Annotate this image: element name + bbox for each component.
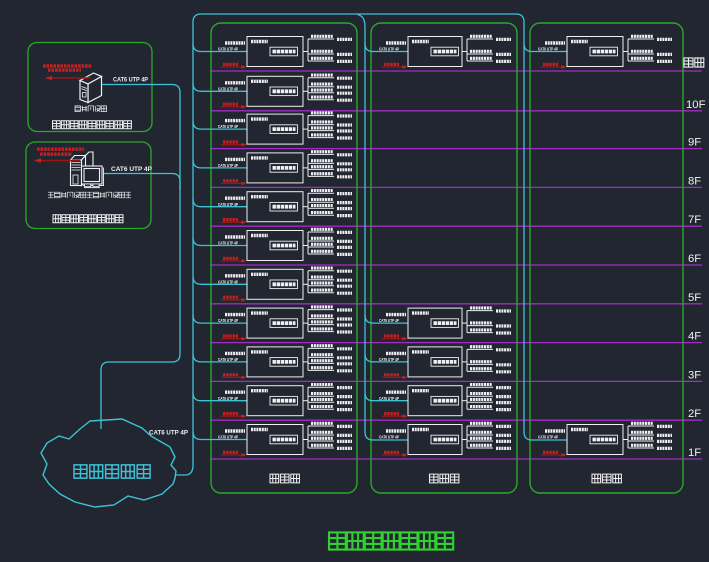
svg-text:CAT6 UTP 4P: CAT6 UTP 4P bbox=[379, 47, 399, 52]
svg-text:9F: 9F bbox=[688, 137, 701, 149]
svg-text:5F: 5F bbox=[688, 292, 701, 304]
svg-text:CAT6 UTP 4P: CAT6 UTP 4P bbox=[218, 435, 238, 440]
svg-text:CAT6 UTP 4P: CAT6 UTP 4P bbox=[218, 396, 238, 401]
svg-text:CAT6 UTP 4P: CAT6 UTP 4P bbox=[218, 124, 238, 129]
svg-text:CAT6 UTP 4P: CAT6 UTP 4P bbox=[218, 202, 238, 207]
svg-text:6F: 6F bbox=[688, 253, 701, 265]
svg-text:1F: 1F bbox=[688, 447, 701, 459]
svg-text:CAT6 UTP 4P: CAT6 UTP 4P bbox=[538, 435, 558, 440]
svg-text:CAT6 UTP 4P: CAT6 UTP 4P bbox=[218, 357, 238, 362]
svg-text:CAT6 UTP 4P: CAT6 UTP 4P bbox=[218, 163, 238, 168]
svg-text:CAT6 UTP 4P: CAT6 UTP 4P bbox=[218, 86, 238, 91]
svg-text:CAT6 UTP 4P: CAT6 UTP 4P bbox=[149, 430, 189, 437]
svg-text:7F: 7F bbox=[688, 214, 701, 226]
svg-text:CAT6 UTP 4P: CAT6 UTP 4P bbox=[538, 47, 558, 52]
svg-text:CAT6 UTP 4P: CAT6 UTP 4P bbox=[218, 241, 238, 246]
svg-text:2F: 2F bbox=[688, 408, 701, 420]
svg-text:10F: 10F bbox=[686, 99, 706, 111]
svg-text:4F: 4F bbox=[688, 331, 701, 343]
svg-text:CAT6 UTP 4P: CAT6 UTP 4P bbox=[218, 47, 238, 52]
svg-text:CAT6 UTP 4P: CAT6 UTP 4P bbox=[113, 77, 149, 84]
svg-text:CAT6 UTP 4P: CAT6 UTP 4P bbox=[379, 396, 399, 401]
svg-text:CAT6 UTP 4P: CAT6 UTP 4P bbox=[218, 318, 238, 323]
svg-text:CAT6 UTP 4P: CAT6 UTP 4P bbox=[379, 318, 399, 323]
svg-text:CAT6 UTP 4P: CAT6 UTP 4P bbox=[379, 435, 399, 440]
svg-text:3F: 3F bbox=[688, 369, 701, 381]
svg-text:CAT6 UTP 4P: CAT6 UTP 4P bbox=[218, 279, 238, 284]
svg-text:CAT6 UTP 4P: CAT6 UTP 4P bbox=[111, 166, 153, 173]
svg-text:8F: 8F bbox=[688, 175, 701, 187]
svg-text:CAT6 UTP 4P: CAT6 UTP 4P bbox=[379, 357, 399, 362]
